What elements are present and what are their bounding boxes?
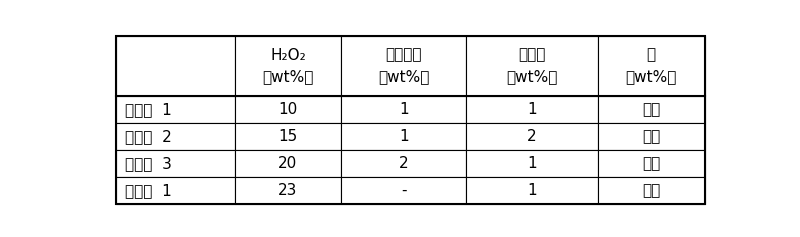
Text: （wt%）: （wt%） [378, 69, 430, 84]
Text: -: - [401, 183, 406, 198]
Bar [115, 177, 234, 204]
Bar [234, 36, 342, 96]
Bar [466, 123, 598, 150]
Bar [342, 36, 466, 96]
Text: 1: 1 [399, 102, 409, 117]
Text: 15: 15 [278, 129, 298, 144]
Text: 2: 2 [527, 129, 537, 144]
Bar [598, 177, 705, 204]
Bar [234, 96, 342, 123]
Bar [234, 150, 342, 177]
Text: 醒酸钓: 醒酸钓 [518, 48, 546, 63]
Text: 实施例  1: 实施例 1 [125, 102, 172, 117]
Text: 余量: 余量 [642, 183, 660, 198]
Bar [598, 96, 705, 123]
Text: 余量: 余量 [642, 156, 660, 171]
Bar [342, 177, 466, 204]
Bar [466, 36, 598, 96]
Text: 1: 1 [399, 129, 409, 144]
Bar [115, 36, 234, 96]
Text: 余量: 余量 [642, 129, 660, 144]
Text: 1: 1 [527, 156, 537, 171]
Bar [115, 96, 234, 123]
Text: 实施例  2: 实施例 2 [125, 129, 172, 144]
Bar [466, 96, 598, 123]
Bar [342, 150, 466, 177]
Text: 23: 23 [278, 183, 298, 198]
Bar [598, 123, 705, 150]
Text: 1: 1 [527, 183, 537, 198]
Bar [115, 150, 234, 177]
Text: 实施例  3: 实施例 3 [125, 156, 172, 171]
Text: 苯并三唷: 苯并三唷 [386, 48, 422, 63]
Bar [466, 177, 598, 204]
Bar [466, 150, 598, 177]
Text: （wt%）: （wt%） [506, 69, 558, 84]
Bar [115, 123, 234, 150]
Bar [342, 96, 466, 123]
Text: H₂O₂: H₂O₂ [270, 48, 306, 63]
Text: 对比例  1: 对比例 1 [125, 183, 172, 198]
Text: 2: 2 [399, 156, 409, 171]
Text: 20: 20 [278, 156, 298, 171]
Text: 1: 1 [527, 102, 537, 117]
Bar [598, 36, 705, 96]
Text: 10: 10 [278, 102, 298, 117]
Text: （wt%）: （wt%） [262, 69, 314, 84]
Bar [234, 177, 342, 204]
Bar [598, 150, 705, 177]
Text: 余量: 余量 [642, 102, 660, 117]
Text: 水: 水 [646, 48, 656, 63]
Text: （wt%）: （wt%） [626, 69, 677, 84]
Bar [234, 123, 342, 150]
Bar [342, 123, 466, 150]
